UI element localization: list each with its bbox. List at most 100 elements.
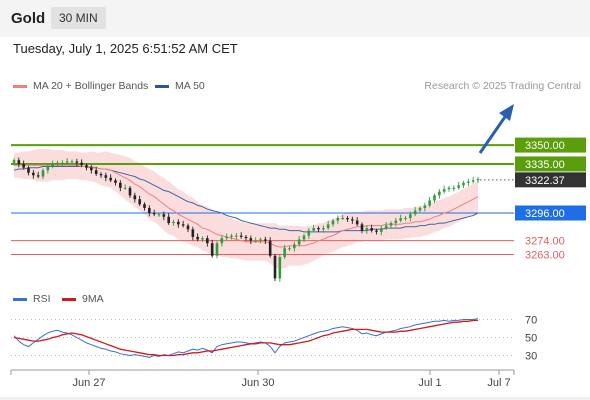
candle-body [259,239,262,241]
candle-body [331,220,335,225]
level-label-bg-resistance [515,137,586,153]
legend-rsi: RSI [13,293,51,305]
candle-body [157,214,161,216]
candle-body [360,224,364,231]
candle-body [239,235,243,237]
candle-body [442,189,446,192]
candle-body [148,207,151,213]
candle-body [293,244,296,249]
candle-body [244,236,248,239]
candle-body [423,205,427,208]
timeframe-badge[interactable]: 30 MIN [51,7,106,29]
candle-body [128,187,132,196]
candle-body [404,218,407,220]
candle-body [438,191,441,196]
rsi-line [13,318,479,358]
candle-body [109,177,112,181]
candle-body [41,170,45,177]
legend-ma50: MA 50 [155,80,205,92]
level-label-bg-pivot [515,205,586,221]
candle-body [70,161,74,163]
candle-body [447,187,451,190]
level-label-support: 3263.00 [525,250,565,262]
candle-body [394,220,398,224]
credit-text: Research © 2025 Trading Central [424,80,581,92]
legend-ma50-label: MA 50 [175,80,205,92]
candle-body [254,240,257,242]
candle-body [312,228,315,231]
level-label-bg-resistance [515,156,586,172]
level-label-resistance: 3335.00 [525,159,565,171]
candle-body [399,218,402,221]
candle-body [206,238,209,244]
level-label-pivot: 3296.00 [525,208,565,220]
candle-body [452,187,456,189]
ma20-swatch [13,84,27,88]
candle-body [471,180,475,182]
candle-body [172,221,175,224]
candle-body [46,166,50,171]
rsi-ma-swatch [62,297,76,301]
candle-body [56,162,59,164]
candle-body [467,181,470,183]
bottom-divider [0,397,590,400]
timestamp: Tuesday, July 1, 2025 6:51:52 AM CET [13,41,238,56]
candle-body [230,235,233,237]
level-label-current: 3322.37 [525,175,565,187]
candle-body [191,229,195,237]
candle-body [351,219,354,221]
candle-body [278,257,282,279]
candle-body [249,238,253,241]
x-tick-label: Jul 1 [418,377,441,389]
candle-body [65,161,69,163]
candle-body [273,255,277,279]
candle-body [90,167,93,171]
candle-body [346,218,349,220]
candle-body [317,228,320,230]
candle-body [181,224,185,226]
candle-body [375,230,378,232]
candle-body [297,239,301,245]
candle-body [341,218,344,220]
candle-body [283,248,286,258]
candle-body [380,228,383,232]
candle-body [32,172,35,176]
candle-body [476,179,480,181]
candle-body [409,214,412,219]
legend-ma20-label: MA 20 + Bollinger Bands [33,80,149,92]
candle-body [413,210,417,215]
candle-body [114,180,117,183]
candle-body [307,230,311,236]
rsi-tick-label: 70 [525,315,537,327]
x-tick-label: Jun 27 [72,377,105,389]
candle-body [196,236,199,240]
rsi-swatch [13,297,27,301]
candle-body [17,160,21,164]
x-tick-label: Jul 7 [487,377,510,389]
candle-body [99,174,103,176]
candle-body [428,200,431,206]
candle-body [365,228,369,231]
candle-body [133,195,137,200]
candle-body [264,239,267,241]
candle-body [322,228,325,230]
candle-body [457,185,460,188]
candle-body [220,238,224,244]
candle-body [138,199,141,205]
instrument-title: Gold [11,10,46,27]
candle-body [215,243,219,256]
candle-body [152,212,156,215]
candle-body [143,204,146,208]
candle-body [355,220,359,225]
candle-body [302,235,306,240]
candle-body [235,235,238,237]
candle-body [462,182,465,186]
x-tick-label: Jun 30 [241,377,274,389]
candle-body [22,163,25,168]
candle-body [389,223,393,226]
candle-body [119,182,122,188]
rsi-tick-label: 30 [525,351,537,363]
legend-rsi-ma: 9MA [62,293,104,305]
candle-body [288,248,291,250]
